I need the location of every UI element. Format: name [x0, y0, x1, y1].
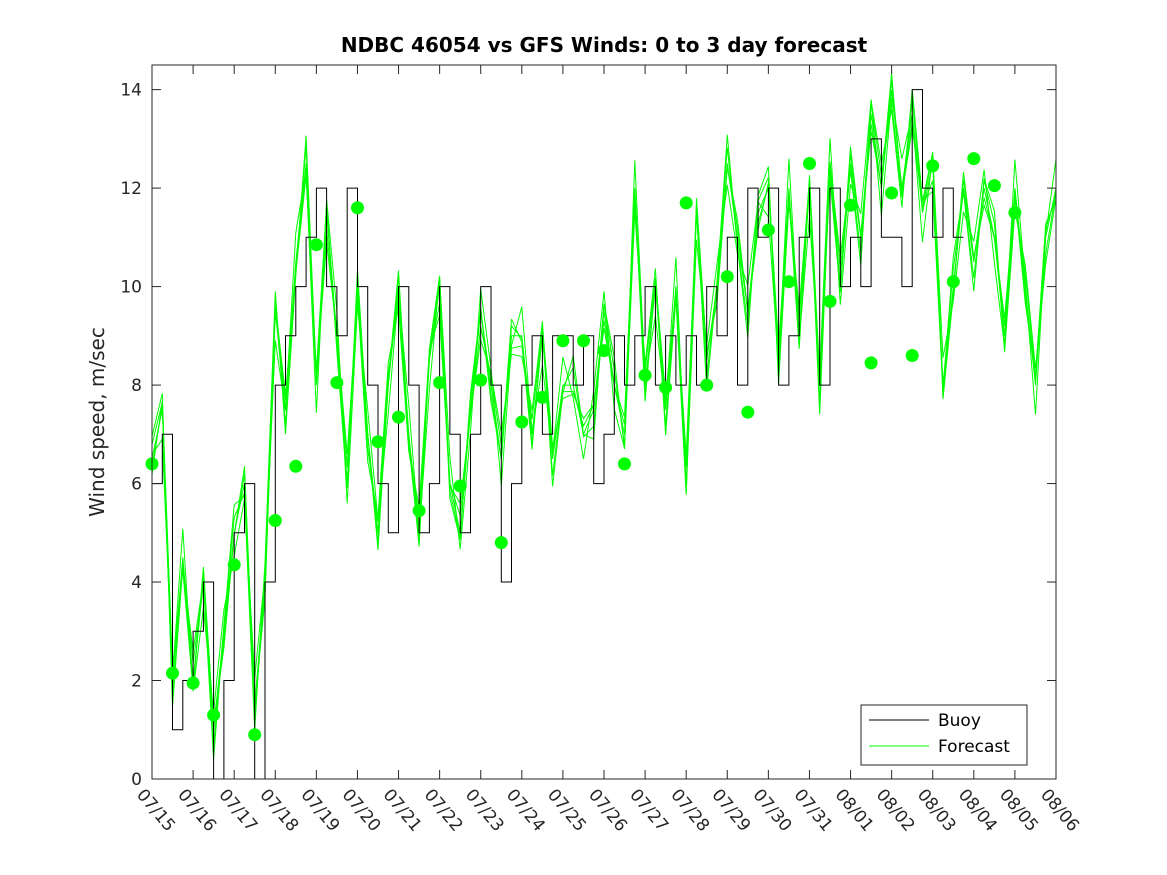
forecast-marker [371, 435, 385, 449]
forecast-marker [803, 157, 816, 170]
forecast-marker [864, 356, 878, 370]
forecast-marker [453, 479, 467, 493]
forecast-marker [556, 334, 570, 348]
forecast-marker [309, 238, 323, 252]
forecast-marker [987, 179, 1001, 193]
y-tick-label: 2 [131, 672, 142, 692]
forecast-marker [597, 344, 611, 358]
forecast-marker [268, 514, 282, 527]
forecast-marker [720, 270, 734, 284]
legend-buoy-label: Buoy [938, 711, 981, 731]
forecast-marker [700, 378, 714, 392]
series-lines [151, 73, 1057, 780]
y-axis-label: Wind speed, m/sec [85, 327, 109, 517]
legend: Buoy Forecast [860, 704, 1028, 766]
forecast-marker [433, 376, 447, 390]
forecast-marker [515, 415, 529, 429]
legend-box [860, 704, 1028, 766]
forecast-marker [577, 334, 590, 348]
forecast-marker [412, 504, 426, 518]
forecast-marker [535, 390, 549, 404]
y-tick-label: 0 [131, 770, 142, 790]
forecast-marker [946, 275, 960, 289]
forecast-marker [186, 676, 200, 690]
forecast-marker [248, 728, 262, 742]
chart-title: NDBC 46054 vs GFS Winds: 0 to 3 day fore… [341, 33, 868, 57]
y-tick-label: 14 [120, 81, 142, 101]
forecast-marker [330, 376, 344, 390]
forecast-marker [351, 201, 364, 215]
forecast-marker [289, 459, 303, 473]
forecast-marker [474, 373, 488, 387]
forecast-line [151, 79, 1057, 726]
y-tick-label: 6 [131, 475, 142, 495]
forecast-line [151, 97, 1057, 713]
forecast-marker [638, 368, 652, 382]
forecast-marker [926, 159, 940, 173]
forecast-marker [905, 349, 919, 362]
forecast-marker [782, 275, 796, 289]
forecast-marker [679, 196, 693, 210]
forecast-marker [166, 666, 179, 680]
forecast-marker [207, 708, 221, 722]
y-tick-label: 8 [131, 376, 142, 396]
y-tick-label: 12 [120, 179, 142, 199]
forecast-marker [227, 558, 241, 572]
forecast-marker [823, 294, 837, 308]
forecast-marker [885, 186, 899, 200]
forecast-marker [392, 410, 405, 424]
forecast-marker [618, 457, 631, 471]
forecast-markers [145, 152, 1022, 742]
legend-forecast-label: Forecast [938, 737, 1010, 757]
y-tick-label: 10 [120, 278, 142, 298]
forecast-marker [741, 405, 755, 419]
buoy-line [152, 89, 964, 780]
forecast-marker [761, 223, 775, 237]
forecast-marker [494, 536, 508, 550]
y-tick-label: 4 [131, 573, 142, 593]
forecast-marker [1008, 206, 1022, 220]
forecast-marker [659, 381, 673, 394]
forecast-marker [967, 152, 981, 166]
forecast-marker [844, 198, 857, 212]
